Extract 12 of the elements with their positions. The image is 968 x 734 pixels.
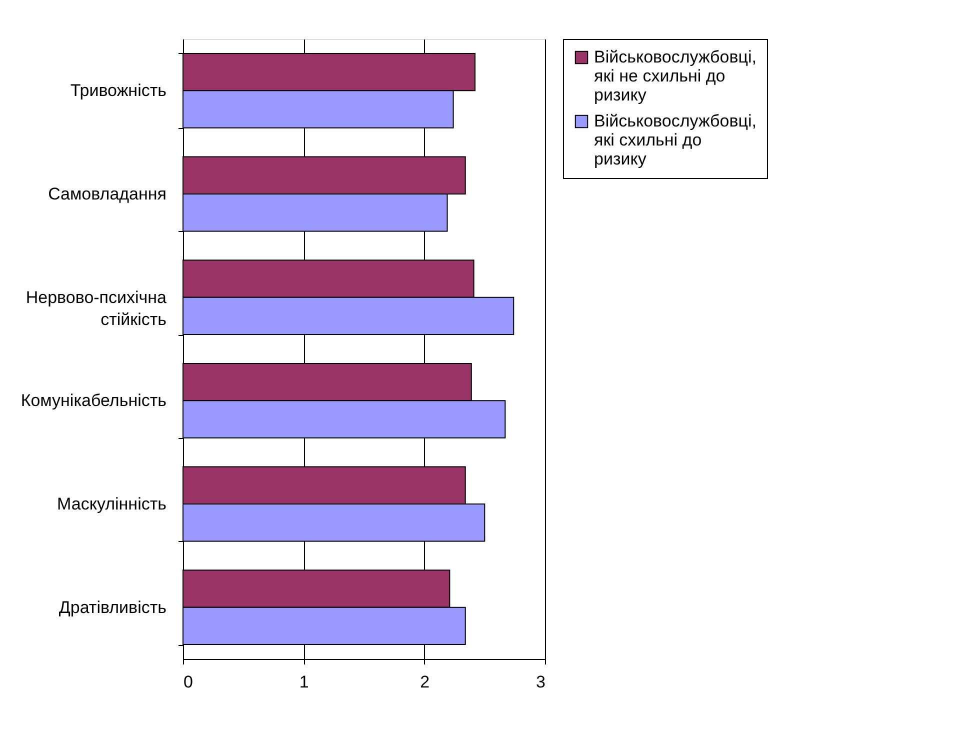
x-tick-label: 3 [536,672,546,692]
legend-label: Військовослужбовці, які не схильні до ризику [594,48,756,104]
y-tick-label: Самовладання [48,184,166,204]
y-tick-label: Дратівливість [58,598,167,617]
y-tick-label: Нервово-психічна стійкість [26,288,168,329]
x-tick-label: 1 [299,672,309,692]
legend-label: Військовослужбовці, які схильні до ризику [594,112,756,168]
y-tick-label: Маскулінність [57,494,167,514]
x-tick-label: 0 [184,672,193,692]
y-tick-label: Комунікабельність [20,391,167,410]
y-tick-label: Тривожність [70,81,167,100]
x-tick-label: 2 [420,672,430,692]
